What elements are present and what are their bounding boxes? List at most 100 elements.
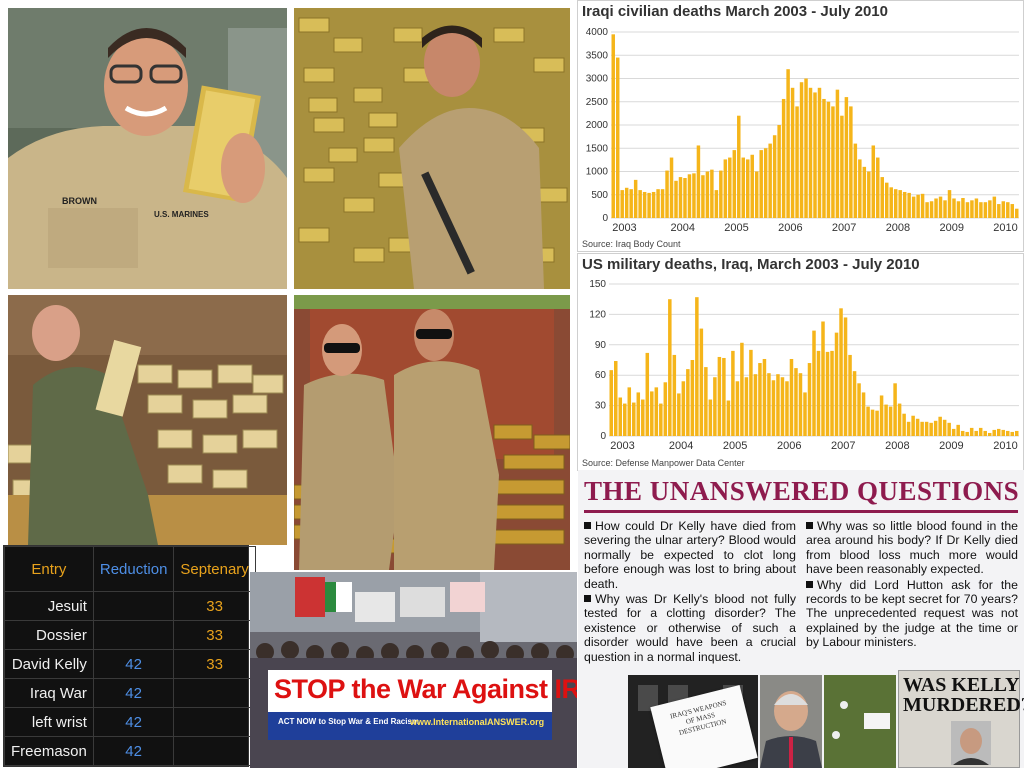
bar [759,150,763,218]
gold-pile-image [294,8,570,289]
bar [659,403,663,436]
chart-source: Source: Defense Manpower Data Center [582,458,745,468]
bar [638,190,642,218]
bullet-square-icon [584,595,591,603]
bar [651,191,656,218]
bar [632,402,636,436]
bar [915,418,920,436]
bar [933,420,938,436]
bar [898,190,902,218]
bar [714,190,719,218]
bar [627,387,632,436]
bar [844,97,849,218]
bar [633,179,638,218]
bar [650,391,654,436]
bar [961,198,965,218]
bar [835,89,840,218]
table-header-row: Entry Reduction Septenary [4,546,256,592]
bar [1015,208,1019,218]
bar [749,349,753,436]
cell-septenary [173,678,256,708]
bar [690,360,695,436]
bar [947,422,951,436]
x-tick-label: 2004 [670,222,694,234]
cell-entry: Iraq War [4,678,94,708]
bar [956,201,961,218]
bar [618,397,623,436]
bar [870,409,875,436]
bar [672,354,677,436]
cell-reduction: 42 [92,707,175,737]
bar [701,175,705,218]
bar [785,381,789,436]
x-tick-label: 2008 [885,440,909,452]
soldier-sitting-image [8,295,287,545]
bar [969,427,974,436]
y-tick-label: 4000 [586,27,609,38]
bar [825,351,830,436]
table-row: Freemason 42 [4,736,256,766]
bar [708,399,713,436]
question-paragraph: Why did Lord Hutton ask for the records … [806,577,1018,650]
cell-entry: Freemason [4,736,94,766]
bar [996,428,1001,436]
bar [763,148,768,218]
chart-iraqi-civilian-deaths: Iraqi civilian deaths March 2003 - July … [577,0,1024,252]
table-row: Jesuit 33 [4,591,256,621]
bar [852,371,857,436]
y-tick-label: 2000 [586,120,609,131]
bar [686,369,690,436]
bar [768,143,772,218]
bar [871,145,876,218]
bar [840,115,844,218]
bar [902,191,907,218]
banner-url: www.InternationalANSWER.org [410,717,545,727]
bar [1010,204,1015,218]
bar [717,356,722,436]
cell-reduction: 42 [92,736,175,766]
bar [911,415,915,436]
bar [920,421,924,436]
bar [938,416,942,436]
bar [817,87,822,218]
photo-soldier-in-gold-pile [294,8,570,289]
y-tick-label: 0 [602,213,608,224]
bar [780,377,785,436]
chart-title: US military deaths, Iraq, March 2003 - J… [582,256,920,273]
bar [1010,431,1014,436]
bar [866,406,870,436]
bar [710,169,714,218]
question-paragraph: Why was Dr Kelly's blood not fully teste… [584,592,796,664]
bar [1001,429,1005,436]
cell-septenary: 33 [173,591,256,621]
bar [746,159,750,218]
cell-septenary: 33 [173,649,256,679]
bar [911,196,916,218]
bar [696,145,701,218]
protest-image [250,572,577,768]
cell-septenary [173,707,256,737]
x-tick-label: 2006 [778,222,802,234]
x-tick-label: 2009 [940,222,964,234]
bar [983,430,987,436]
bar [906,421,911,436]
bar [726,400,731,436]
banner-main-text: STOP the War Against IRAQ [274,674,577,704]
bar [772,135,777,218]
clipping-portrait [951,721,991,765]
two-soldiers-image [294,295,570,570]
chart-plot: 0 500 1000 1500 2000 2500 3000 3500 4000 2003 2004… [586,27,1019,234]
bar [615,57,620,219]
banner-sub-text: ACT NOW to Stop War & End Racism [278,717,420,726]
y-tick-label: 1000 [586,167,609,178]
y-tick-label: 60 [595,370,607,381]
y-tick-label: 3500 [586,50,609,61]
bar [728,157,732,218]
y-tick-label: 2500 [586,97,609,108]
bar [790,87,795,218]
bar [695,297,699,436]
bar [737,115,741,218]
photo-crime-scene [824,675,896,768]
bar [848,354,852,436]
photo-soldier-holding-gold-bar: BROWN U.S. MARINES [8,8,287,289]
